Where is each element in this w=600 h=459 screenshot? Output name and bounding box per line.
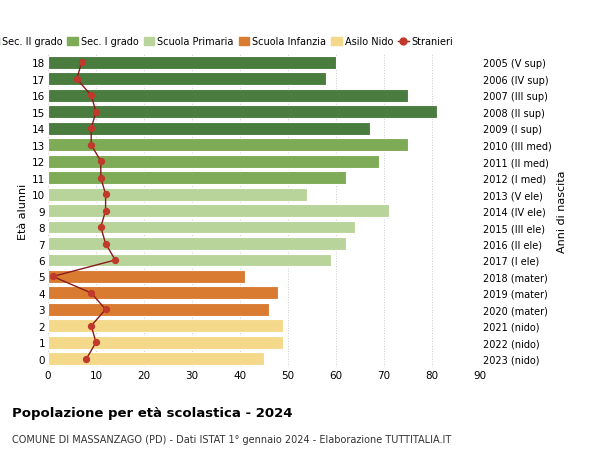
Point bbox=[101, 306, 110, 313]
Bar bbox=[48, 320, 283, 332]
Bar bbox=[48, 156, 379, 168]
Bar bbox=[48, 303, 269, 316]
Point bbox=[101, 241, 110, 248]
Bar bbox=[48, 205, 389, 218]
Point bbox=[96, 224, 106, 231]
Point bbox=[91, 339, 101, 346]
Bar bbox=[48, 139, 408, 152]
Bar bbox=[48, 188, 307, 201]
Point bbox=[91, 109, 101, 116]
Bar bbox=[48, 254, 331, 267]
Text: Popolazione per età scolastica - 2024: Popolazione per età scolastica - 2024 bbox=[12, 406, 293, 419]
Bar bbox=[48, 336, 283, 349]
Point bbox=[86, 142, 96, 149]
Bar bbox=[48, 221, 355, 234]
Point bbox=[86, 125, 96, 133]
Bar bbox=[48, 238, 346, 251]
Point bbox=[96, 174, 106, 182]
Bar bbox=[48, 106, 437, 119]
Bar bbox=[48, 270, 245, 283]
Point bbox=[101, 207, 110, 215]
Bar bbox=[48, 73, 326, 86]
Bar bbox=[48, 287, 278, 300]
Y-axis label: Anni di nascita: Anni di nascita bbox=[557, 170, 567, 252]
Point bbox=[48, 273, 58, 280]
Point bbox=[72, 76, 82, 84]
Legend: Sec. II grado, Sec. I grado, Scuola Primaria, Scuola Infanzia, Asilo Nido, Stran: Sec. II grado, Sec. I grado, Scuola Prim… bbox=[0, 37, 453, 47]
Bar bbox=[48, 123, 370, 135]
Point bbox=[77, 60, 86, 67]
Bar bbox=[48, 172, 346, 185]
Point bbox=[86, 323, 96, 330]
Text: COMUNE DI MASSANZAGO (PD) - Dati ISTAT 1° gennaio 2024 - Elaborazione TUTTITALIA: COMUNE DI MASSANZAGO (PD) - Dati ISTAT 1… bbox=[12, 434, 451, 444]
Point bbox=[96, 158, 106, 166]
Point bbox=[110, 257, 120, 264]
Bar bbox=[48, 90, 408, 102]
Point bbox=[86, 290, 96, 297]
Bar bbox=[48, 353, 264, 365]
Point bbox=[101, 191, 110, 198]
Point bbox=[86, 92, 96, 100]
Y-axis label: Età alunni: Età alunni bbox=[18, 183, 28, 239]
Bar bbox=[48, 57, 336, 70]
Point bbox=[82, 355, 91, 363]
